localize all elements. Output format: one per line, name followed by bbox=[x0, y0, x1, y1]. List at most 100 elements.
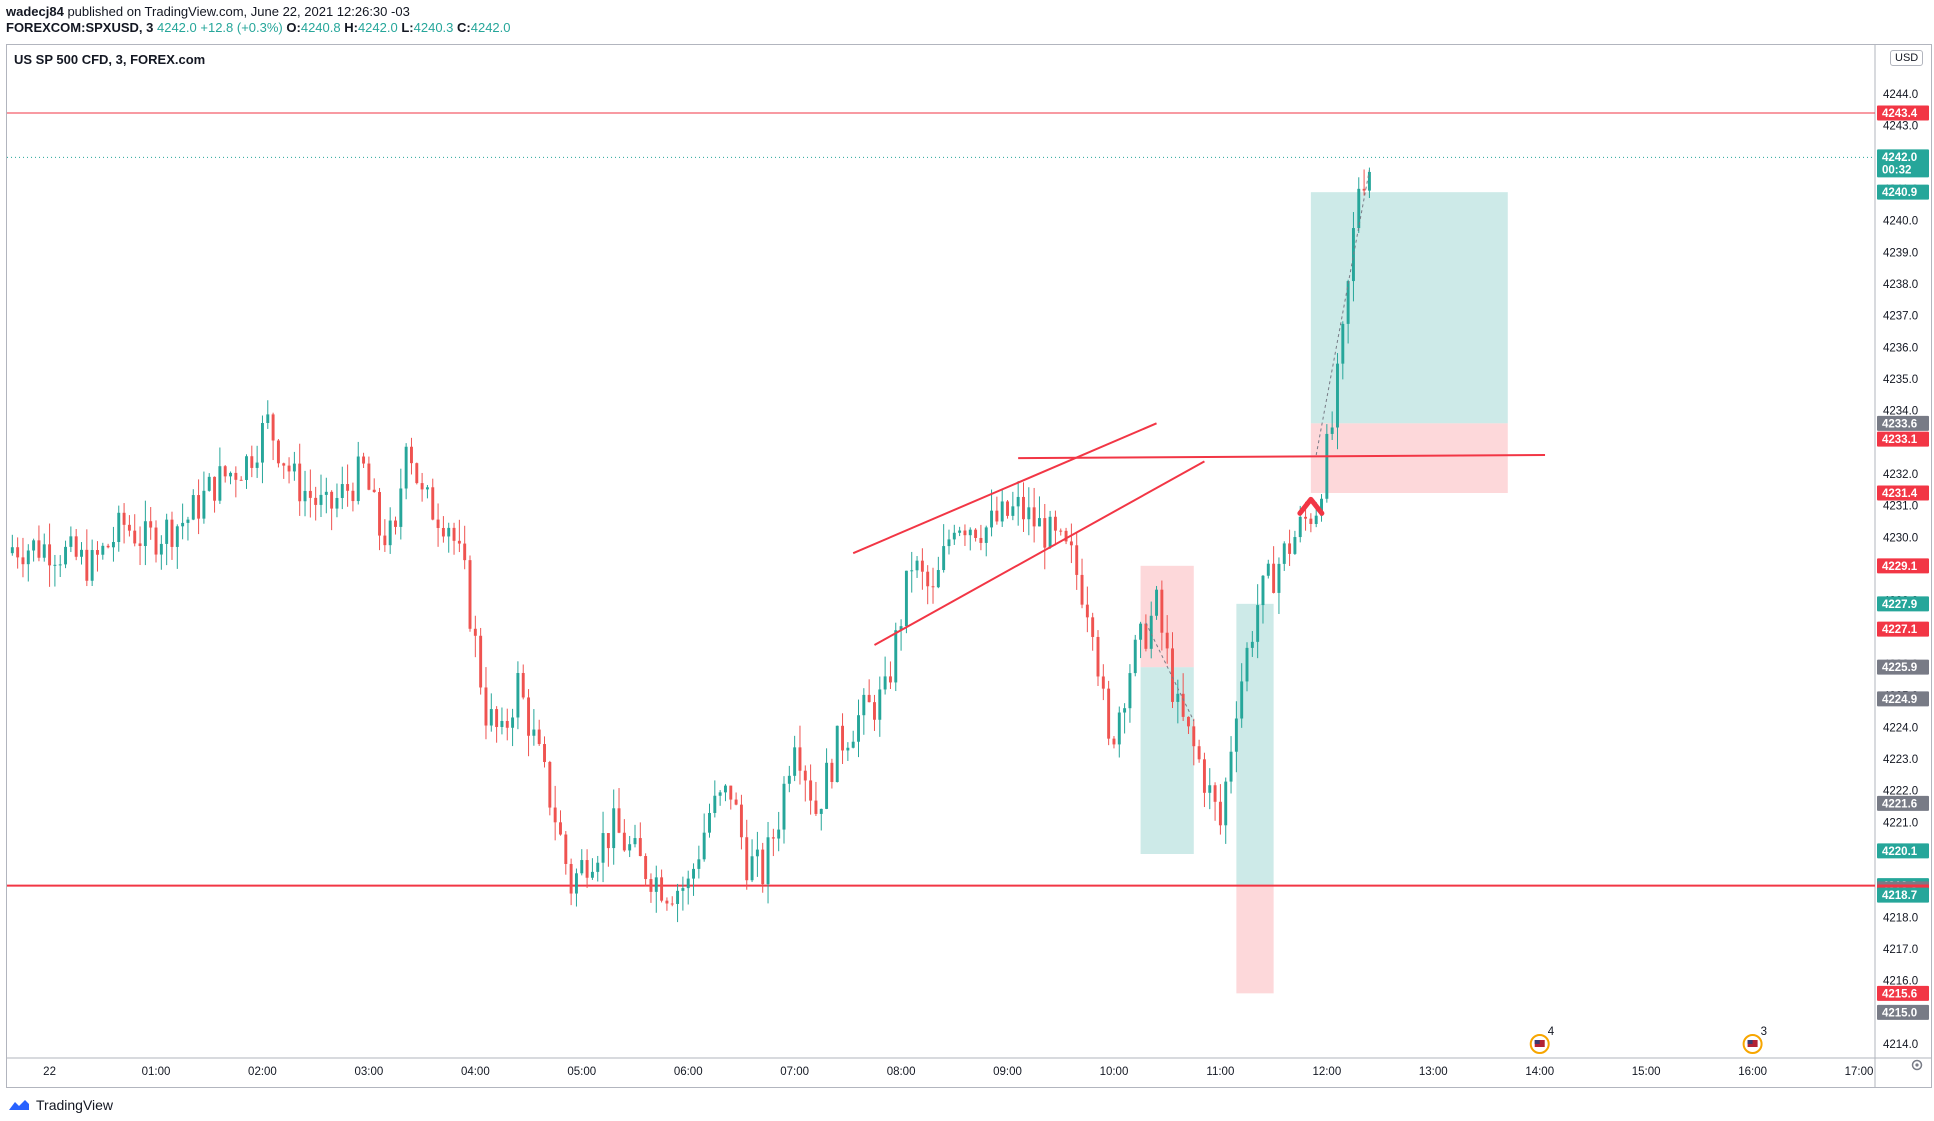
candle-body bbox=[995, 510, 999, 522]
high-value: 4242.0 bbox=[357, 20, 398, 35]
y-tick-label: 4235.0 bbox=[1883, 374, 1918, 386]
trend-line bbox=[873, 460, 1205, 646]
candle-body bbox=[484, 687, 488, 726]
candle-body bbox=[271, 414, 275, 441]
candle-body bbox=[1197, 746, 1201, 760]
price-tag bbox=[1877, 795, 1929, 811]
candle-body bbox=[1160, 589, 1164, 633]
candle-body bbox=[1266, 563, 1270, 576]
y-tick-label: 4239.0 bbox=[1883, 247, 1918, 259]
candle-body bbox=[32, 540, 36, 551]
position-target-zone bbox=[1310, 192, 1508, 424]
candle-body bbox=[85, 549, 89, 581]
open-label: O: bbox=[286, 20, 301, 35]
gear-icon[interactable] bbox=[1910, 1058, 1924, 1072]
position-target-zone bbox=[1140, 667, 1194, 854]
candle-body bbox=[404, 446, 408, 489]
candle-body bbox=[298, 463, 302, 502]
candle-body bbox=[755, 849, 759, 857]
candle-body bbox=[1261, 575, 1265, 606]
candle-body bbox=[782, 783, 786, 830]
candle-body bbox=[53, 564, 57, 566]
candle-body bbox=[276, 440, 280, 464]
candle-body bbox=[1139, 623, 1143, 640]
candle-body bbox=[628, 844, 632, 851]
candle-body bbox=[207, 476, 211, 491]
price-tag bbox=[1877, 485, 1929, 501]
candle-body bbox=[1091, 617, 1095, 637]
candle-body bbox=[936, 570, 940, 588]
candle-body bbox=[223, 466, 227, 477]
price-tag-label: 4229.1 bbox=[1882, 561, 1918, 573]
candle-body bbox=[894, 630, 898, 683]
candle-body bbox=[159, 543, 163, 555]
candle-body bbox=[362, 456, 366, 464]
low-label: L: bbox=[401, 20, 414, 35]
candle-body bbox=[825, 762, 829, 809]
price-tag-label: 4215.0 bbox=[1882, 1007, 1917, 1019]
price-tag bbox=[1877, 1004, 1929, 1020]
candle-body bbox=[697, 859, 701, 869]
price-tag bbox=[1877, 558, 1929, 574]
price-tag-label: 4221.6 bbox=[1882, 798, 1917, 810]
position-stop-zone bbox=[1310, 423, 1508, 493]
candle-body bbox=[239, 479, 243, 481]
candle-body bbox=[351, 490, 355, 502]
x-tick-label: 12:00 bbox=[1312, 1066, 1341, 1078]
candle-body bbox=[1059, 530, 1063, 532]
candle-body bbox=[527, 697, 531, 736]
economic-event-marker[interactable]: 3 bbox=[1742, 1026, 1767, 1054]
author-name[interactable]: wadecj84 bbox=[6, 4, 64, 19]
candle-body bbox=[692, 868, 695, 879]
candle-body bbox=[835, 725, 839, 783]
candle-body bbox=[734, 799, 738, 805]
price-tag-label: 4243.4 bbox=[1882, 108, 1918, 120]
candle-body bbox=[819, 808, 823, 814]
candle-body bbox=[186, 519, 190, 523]
position-path-line bbox=[1315, 169, 1370, 456]
close-label: C: bbox=[457, 20, 471, 35]
candle-body bbox=[612, 808, 616, 849]
candle-body bbox=[708, 812, 711, 833]
x-tick-label: 03:00 bbox=[355, 1066, 384, 1078]
candle-body bbox=[1000, 501, 1004, 522]
candle-body bbox=[149, 521, 153, 528]
candle-body bbox=[947, 539, 951, 547]
candle-body bbox=[394, 520, 397, 527]
candle-body bbox=[787, 775, 791, 784]
position-path-line bbox=[1145, 622, 1195, 722]
y-tick-label: 4231.0 bbox=[1883, 501, 1918, 513]
price-tag-label: 4242.0 bbox=[1882, 152, 1917, 164]
price-tag bbox=[1877, 691, 1929, 707]
price-tag bbox=[1877, 596, 1929, 612]
candle-body bbox=[197, 495, 201, 519]
candle-body bbox=[452, 527, 456, 541]
candle-body bbox=[399, 488, 403, 527]
candle-body bbox=[617, 808, 621, 833]
candle-body bbox=[101, 545, 105, 555]
candle-body bbox=[1006, 501, 1009, 516]
candle-body bbox=[543, 744, 546, 763]
x-tick-label: 02:00 bbox=[248, 1066, 277, 1078]
candle-body bbox=[723, 785, 727, 793]
y-tick-label: 4238.0 bbox=[1883, 279, 1918, 291]
candle-body bbox=[202, 490, 206, 519]
candle-body bbox=[96, 550, 99, 555]
candle-body bbox=[1037, 518, 1041, 527]
candle-body bbox=[1293, 537, 1297, 554]
candle-body bbox=[282, 463, 286, 466]
candle-body bbox=[1075, 545, 1079, 575]
candle-body bbox=[1367, 171, 1371, 191]
candle-body bbox=[702, 832, 706, 860]
economic-event-marker[interactable]: 4 bbox=[1529, 1026, 1555, 1054]
candle-body bbox=[569, 863, 573, 894]
currency-badge[interactable]: USD bbox=[1890, 50, 1924, 66]
y-tick-label: 4244.0 bbox=[1883, 89, 1918, 101]
candle-body bbox=[958, 530, 962, 533]
candle-body bbox=[287, 465, 291, 472]
candle-body bbox=[984, 527, 988, 543]
x-tick-label: 06:00 bbox=[674, 1066, 703, 1078]
candle-body bbox=[601, 833, 605, 863]
candle-body bbox=[489, 709, 493, 726]
